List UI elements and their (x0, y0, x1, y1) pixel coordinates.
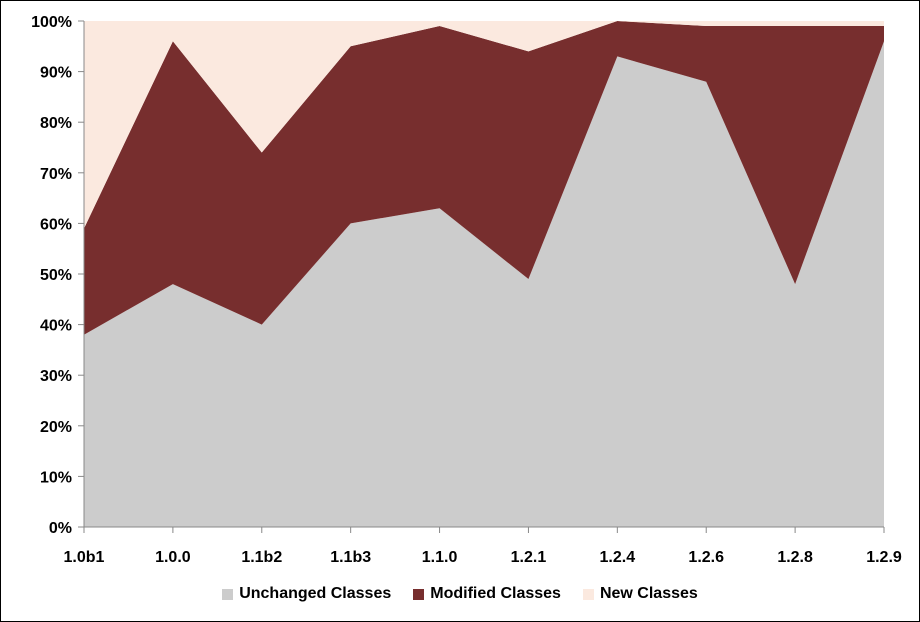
y-tick-label: 30% (40, 368, 72, 385)
y-tick-label: 90% (40, 65, 72, 82)
x-tick-label: 1.2.6 (688, 549, 724, 566)
legend-swatch (222, 588, 234, 600)
x-tick-labels: 1.0b1 1.0.0 1.1b2 1.1b3 1.1.0 1.2.1 1.2.4 1.2.6… (64, 549, 902, 566)
axes-group (78, 20, 885, 533)
legend-swatch (413, 588, 425, 600)
y-tick-label: 0% (49, 520, 72, 537)
chart-legend: Unchanged Classes Modified Classes New Cla… (0, 585, 920, 603)
x-tick-label: 1.1.0 (422, 549, 458, 566)
x-tick-label: 1.0.0 (155, 549, 191, 566)
x-tick-label: 1.0b1 (64, 549, 105, 566)
x-tick-label: 1.2.1 (511, 549, 547, 566)
legend-label: Unchanged Classes (239, 585, 392, 602)
area-unchanged-classes (84, 41, 884, 528)
y-tick-labels: 0% 10% 20% 30% 40% 50% 60% 70% 80% 90% 100% (31, 14, 72, 537)
area-modified-classes (84, 21, 884, 335)
y-tick-label: 60% (40, 216, 72, 233)
legend-swatch (582, 588, 594, 600)
x-tick-label: 1.2.8 (777, 549, 813, 566)
y-tick-label: 50% (40, 267, 72, 284)
x-tick-label: 1.1b2 (241, 549, 282, 566)
y-tick-label: 40% (40, 318, 72, 335)
y-tick-label: 20% (40, 419, 72, 436)
area-series-group (84, 21, 884, 528)
x-tick-label: 1.1b3 (330, 549, 371, 566)
y-tick-label: 70% (40, 166, 72, 183)
x-tick-label: 1.2.9 (866, 549, 902, 566)
legend-item-new-classes: New Classes (582, 585, 698, 603)
y-tick-label: 10% (40, 469, 72, 486)
legend-label: Modified Classes (430, 585, 561, 602)
y-tick-label: 100% (31, 14, 72, 31)
x-tick-label: 1.2.4 (600, 549, 636, 566)
area-new-classes (84, 21, 884, 229)
legend-item-unchanged-classes: Unchanged Classes (222, 585, 391, 603)
legend-label: New Classes (599, 585, 698, 602)
legend-item-modified-classes: Modified Classes (413, 585, 561, 603)
y-tick-label: 80% (40, 115, 72, 132)
